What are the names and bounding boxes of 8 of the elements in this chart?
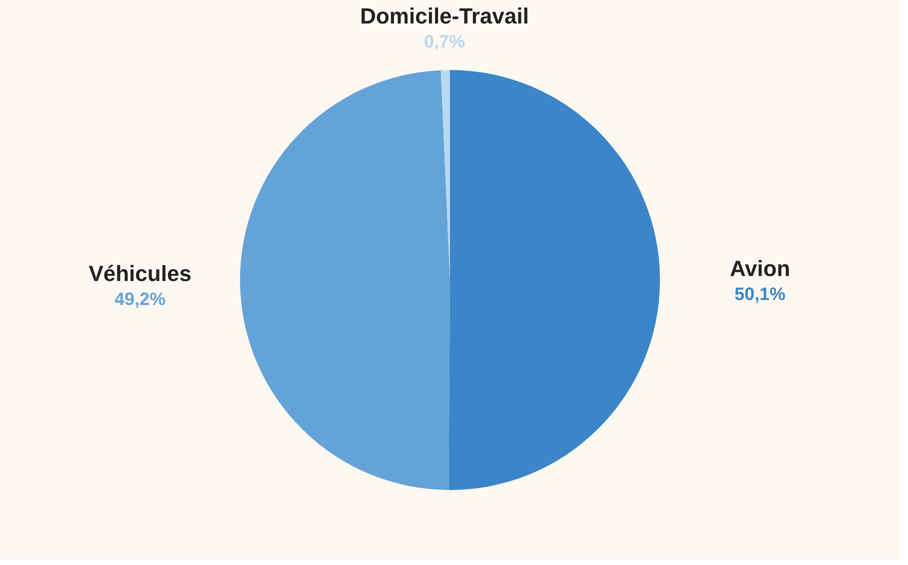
slice-label: Véhicules (88, 260, 192, 286)
pie-slice (448, 70, 660, 490)
slice-label: Avion (730, 256, 790, 281)
pie-slice (240, 70, 450, 490)
slice-label: Domicile-Travail (360, 4, 529, 29)
data-label: 49,2% (114, 288, 166, 309)
data-label: 50,1% (734, 284, 786, 304)
data-label: 0,7% (424, 32, 465, 52)
